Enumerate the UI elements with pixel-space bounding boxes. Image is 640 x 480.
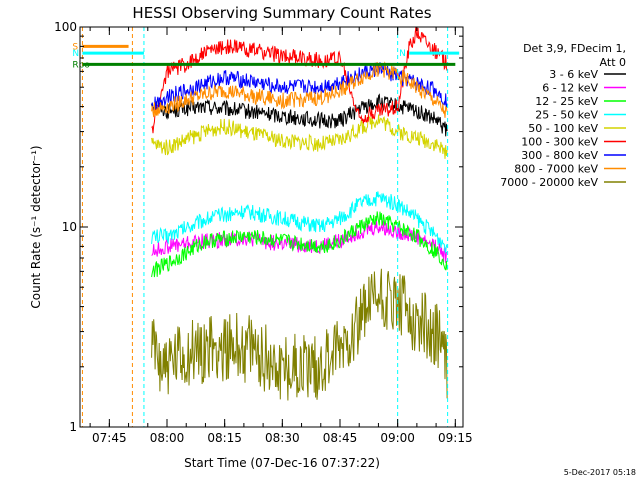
x-tick-label: 08:45 xyxy=(323,431,358,445)
legend-entry-label: 3 - 6 keV xyxy=(549,68,598,81)
timestamp: 5-Dec-2017 05:18 xyxy=(564,468,636,477)
legend-entry-label: 6 - 12 keV xyxy=(542,82,598,95)
series-layer xyxy=(151,26,448,401)
legend-entry-label: 7000 - 20000 keV xyxy=(500,176,598,189)
y-tick-label: 100 xyxy=(54,20,77,34)
series-line xyxy=(151,268,448,401)
legend-entry-label: 800 - 7000 keV xyxy=(514,163,598,176)
legend-header-line-2: Att 0 xyxy=(600,56,626,69)
x-tick-label: 08:00 xyxy=(150,431,185,445)
axes-layer: 07:45 08:00 08:15 08:30 08:45 09:00 09:15 1 10 10… xyxy=(54,20,473,445)
flag-label: Rbo xyxy=(72,60,90,70)
legend-entry-label: 12 - 25 keV xyxy=(535,95,598,108)
flag-label: N xyxy=(72,49,79,59)
x-tick-label: 08:30 xyxy=(265,431,300,445)
y-tick-label: 1 xyxy=(69,420,77,434)
legend-entry-label: 100 - 300 keV xyxy=(521,136,598,149)
x-tick-label: 08:15 xyxy=(207,431,242,445)
series-line xyxy=(151,114,448,159)
x-tick-label: 09:00 xyxy=(380,431,415,445)
chart-title: HESSI Observing Summary Count Rates xyxy=(132,4,431,22)
flag-label: N xyxy=(399,49,406,59)
flag-label: S xyxy=(72,42,78,52)
legend-entry-label: 300 - 800 keV xyxy=(521,149,598,162)
x-axis-label: Start Time (07-Dec-16 07:37:22) xyxy=(184,456,380,470)
x-tick-label: 07:45 xyxy=(92,431,127,445)
legend-entry-label: 50 - 100 keV xyxy=(528,122,598,135)
legend-header-line-1: Det 3,9, FDecim 1, xyxy=(523,42,626,55)
legend-entry-label: 25 - 50 keV xyxy=(535,109,598,122)
y-tick-label: 10 xyxy=(62,220,77,234)
x-tick-label: 09:15 xyxy=(438,431,473,445)
y-axis-label: Count Rate (s⁻¹ detector⁻¹) xyxy=(29,145,43,308)
